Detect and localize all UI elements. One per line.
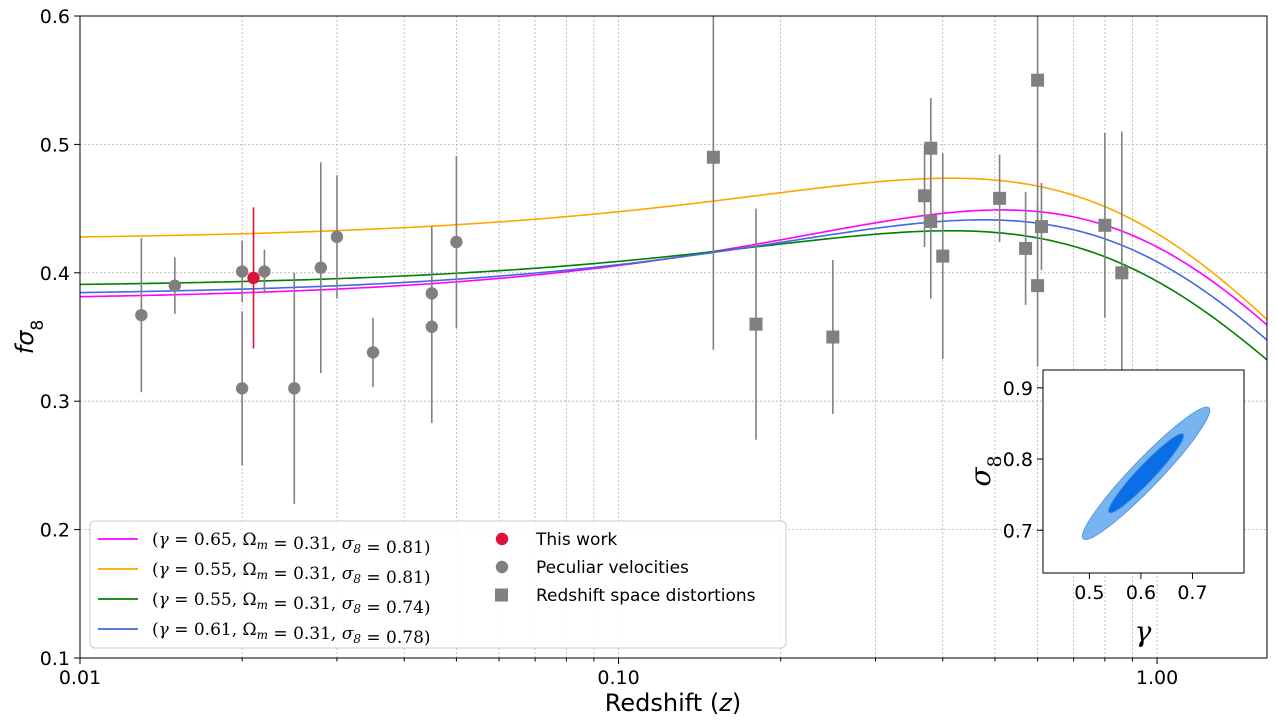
y-tick-label: 0.6 bbox=[40, 6, 70, 28]
legend-box bbox=[89, 520, 787, 649]
y-tick-label: 0.2 bbox=[40, 520, 70, 542]
legend-entry-2: (γ = 0.55, Ωm = 0.31, σ8 = 0.74) bbox=[98, 590, 431, 618]
rsd-point bbox=[936, 249, 950, 263]
legend-entry-redshift-space-distortions: Redshift space distortions bbox=[495, 586, 756, 606]
peculiar-velocity-point bbox=[314, 261, 328, 274]
inset-y-axis-label: σ8 bbox=[964, 455, 1006, 486]
x-tick-label: 0.01 bbox=[59, 667, 101, 689]
x-axis-label: Redshift (z) bbox=[605, 689, 741, 717]
rsd-point bbox=[993, 191, 1007, 205]
y-tick-label: 0.3 bbox=[40, 391, 70, 413]
legend-circle-marker bbox=[495, 560, 509, 574]
peculiar-velocity-point bbox=[425, 320, 438, 333]
inset-contours bbox=[1081, 406, 1211, 540]
inset-plot: 0.5 0.6 0.7 0.7 0.8 0.9 γ σ8 bbox=[964, 369, 1245, 648]
inset-y-tick-label: 0.9 bbox=[1003, 378, 1033, 400]
legend-entry-peculiar-velocities: Peculiar velocities bbox=[495, 558, 689, 578]
legend-square-marker bbox=[495, 588, 508, 602]
legend-label: This work bbox=[535, 530, 617, 550]
legend-label: Peculiar velocities bbox=[536, 558, 689, 578]
legend-circle-marker bbox=[495, 532, 509, 546]
legend-label: (γ = 0.55, Ωm = 0.31, σ8 = 0.74) bbox=[152, 590, 431, 618]
rsd-point bbox=[706, 150, 720, 164]
legend-model-entries: (γ = 0.65, Ωm = 0.31, σ8 = 0.81)(γ = 0.5… bbox=[98, 530, 431, 648]
peculiar-velocity-point bbox=[235, 382, 249, 395]
inset-y-tick-label: 0.7 bbox=[1003, 520, 1033, 542]
peculiar-velocity-point bbox=[135, 308, 148, 322]
inset-frame bbox=[1042, 369, 1245, 574]
legend: (γ = 0.65, Ωm = 0.31, σ8 = 0.81)(γ = 0.5… bbox=[89, 520, 787, 649]
rsd-point bbox=[749, 317, 763, 331]
inset-y-tick-label: 0.8 bbox=[1003, 449, 1033, 471]
inset-x-axis-label: γ bbox=[1135, 615, 1152, 648]
rsd-point bbox=[924, 214, 938, 228]
y-tick-label: 0.4 bbox=[40, 263, 70, 285]
rsd-point bbox=[1031, 279, 1045, 293]
rsd-point bbox=[1019, 241, 1033, 255]
contour-68 bbox=[1108, 433, 1185, 514]
peculiar-velocity-point bbox=[450, 235, 463, 249]
curve-0-55-m-0-31-8-0-74 bbox=[79, 229, 1268, 361]
legend-label: (γ = 0.55, Ωm = 0.31, σ8 = 0.81) bbox=[152, 560, 431, 588]
peculiar-velocity-point bbox=[168, 279, 182, 292]
legend-label: (γ = 0.65, Ωm = 0.31, σ8 = 0.81) bbox=[152, 530, 431, 558]
legend-label: Redshift space distortions bbox=[536, 586, 756, 606]
inset-x-tick-label: 0.7 bbox=[1177, 582, 1207, 604]
peculiar-velocity-point bbox=[366, 346, 380, 359]
x-tick-label: 0.10 bbox=[597, 667, 639, 689]
legend-entry-3: (γ = 0.61, Ωm = 0.31, σ8 = 0.78) bbox=[98, 620, 431, 648]
y-tick-label: 0.5 bbox=[40, 134, 70, 156]
this-work-point bbox=[247, 271, 260, 285]
inset-ticks: 0.5 0.6 0.7 0.7 0.8 0.9 bbox=[1003, 378, 1208, 604]
legend-entry-0: (γ = 0.65, Ωm = 0.31, σ8 = 0.81) bbox=[98, 530, 431, 558]
peculiar-velocity-point bbox=[258, 265, 271, 278]
legend-label: (γ = 0.61, Ωm = 0.31, σ8 = 0.78) bbox=[152, 620, 431, 648]
model-curves bbox=[79, 177, 1268, 361]
curve-0-55-m-0-31-8-0-81 bbox=[79, 177, 1268, 321]
rsd-point bbox=[1031, 73, 1045, 87]
data-points bbox=[135, 16, 1129, 504]
main-ticks: 0.01 0.10 1.00 0.1 0.2 0.3 0.4 0.5 0.6 bbox=[40, 6, 1178, 689]
y-axis-label: fσ8 bbox=[11, 320, 48, 355]
rsd-point bbox=[1034, 220, 1048, 234]
legend-point-entries: This work Peculiar velocities Redshift spa… bbox=[495, 530, 756, 606]
rsd-point bbox=[1098, 218, 1112, 232]
peculiar-velocity-point bbox=[235, 265, 249, 278]
main-plot-frame bbox=[79, 15, 1268, 659]
rsd-point bbox=[826, 330, 840, 344]
peculiar-velocity-point bbox=[330, 230, 344, 244]
legend-entry-1: (γ = 0.55, Ωm = 0.31, σ8 = 0.81) bbox=[98, 560, 431, 588]
rsd-point bbox=[918, 189, 932, 203]
y-tick-label: 0.1 bbox=[40, 648, 70, 670]
legend-entry-this-work: This work bbox=[495, 530, 617, 550]
rsd-point bbox=[1115, 266, 1129, 280]
x-tick-label: 1.00 bbox=[1136, 667, 1178, 689]
main-grid bbox=[79, 15, 1267, 659]
peculiar-velocity-point bbox=[288, 382, 301, 395]
curve-0-61-m-0-31-8-0-78 bbox=[79, 219, 1268, 341]
inset-x-tick-label: 0.6 bbox=[1126, 582, 1156, 604]
inset-x-tick-label: 0.5 bbox=[1074, 582, 1104, 604]
curve-0-65-m-0-31-8-0-81 bbox=[79, 209, 1268, 326]
